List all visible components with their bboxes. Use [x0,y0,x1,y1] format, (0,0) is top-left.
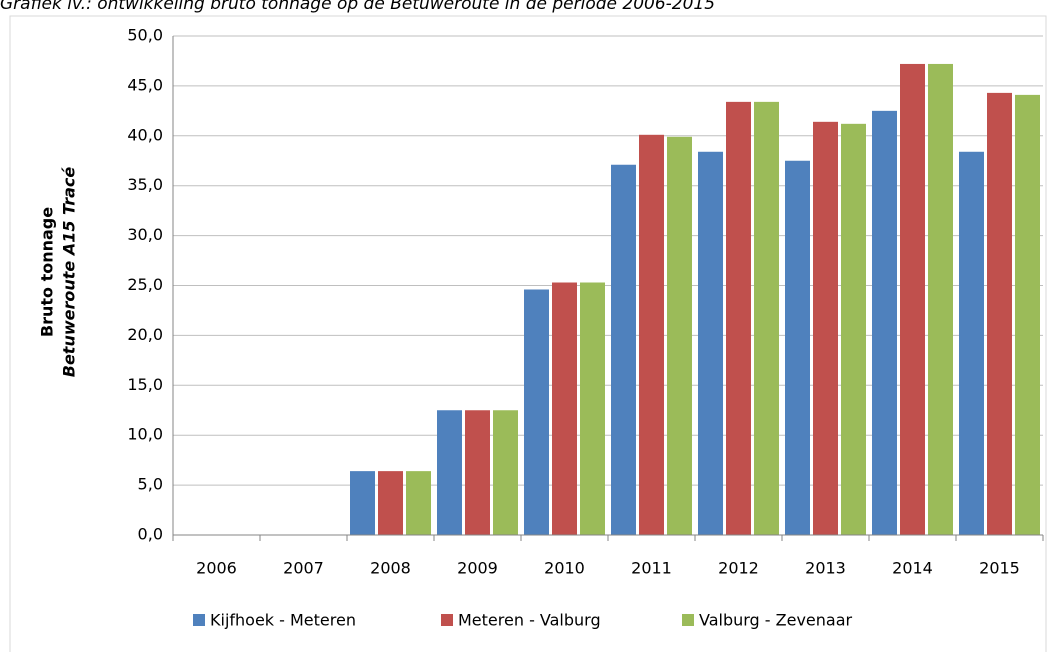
bar [872,110,897,535]
y-tick-label: 50,0 [127,26,163,45]
bar [465,410,490,535]
x-tick-label: 2008 [370,559,411,578]
x-tick-label: 2006 [196,559,237,578]
bar [611,164,636,535]
legend-label: Valburg - Zevenaar [699,611,853,630]
bar [900,63,925,535]
bar [813,121,838,535]
bar [552,282,577,535]
legend-label: Kijfhoek - Meteren [210,611,356,630]
x-tick-label: 2010 [544,559,585,578]
bar [639,134,664,535]
x-tick-label: 2015 [979,559,1020,578]
y-tick-label: 35,0 [127,175,163,194]
y-tick-label: 25,0 [127,275,163,294]
y-tick-label: 30,0 [127,225,163,244]
y-tick-label: 15,0 [127,375,163,394]
x-tick-label: 2013 [805,559,846,578]
y-axis-label: Bruto tonnage [38,207,57,337]
x-tick-label: 2011 [631,559,672,578]
bar [493,410,518,535]
bar [1015,94,1040,535]
bar [378,471,403,535]
bar [959,151,984,535]
bar [350,471,375,535]
x-tick-label: 2014 [892,559,933,578]
bar [406,471,431,535]
chart-title: Grafiek iv.: ontwikkeling bruto tonnage … [0,0,715,14]
bar [987,92,1012,536]
y-tick-label: 45,0 [127,75,163,94]
y-tick-label: 10,0 [127,425,163,444]
y-tick-label: 20,0 [127,325,163,344]
y-tick-label: 0,0 [138,525,163,544]
legend-swatch [193,614,205,626]
x-tick-label: 2009 [457,559,498,578]
bar [667,136,692,535]
bar [928,63,953,535]
legend-label: Meteren - Valburg [458,611,601,630]
y-tick-label: 40,0 [127,125,163,144]
bar [841,123,866,535]
bar [524,289,549,535]
chart-frame [9,15,1047,652]
y-axis-label: Betuweroute A15 Tracé [60,167,79,378]
y-tick-label: 5,0 [138,475,163,494]
x-tick-label: 2007 [283,559,324,578]
bar [437,410,462,535]
bar [785,160,810,535]
bar [698,151,723,535]
bar [580,282,605,535]
legend-swatch [441,614,453,626]
legend-swatch [682,614,694,626]
x-tick-label: 2012 [718,559,759,578]
bar [726,101,751,536]
bar [754,101,779,536]
